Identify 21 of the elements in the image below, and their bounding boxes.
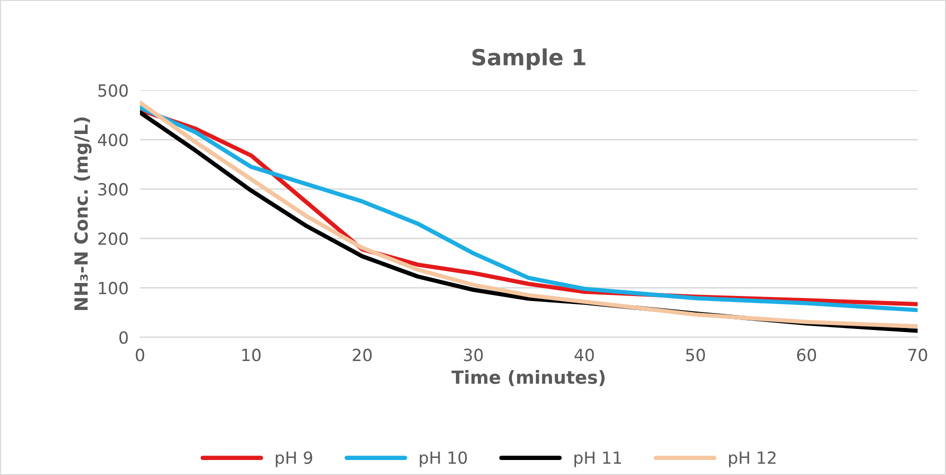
x-tick-label: 50: [686, 348, 705, 362]
y-tick-label: 300: [98, 183, 128, 196]
x-tick-label: 30: [464, 348, 483, 362]
x-axis-title: Time (minutes): [452, 370, 605, 386]
legend-label: pH 11: [574, 452, 622, 468]
y-tick-label: 400: [98, 134, 128, 146]
y-tick-label: 0: [119, 331, 128, 344]
x-tick-label: 60: [797, 348, 816, 362]
x-tick-label: 0: [136, 348, 144, 362]
x-tick-label: 20: [352, 348, 372, 362]
y-axis-title: NH₃-N Conc. (mg/L): [74, 117, 92, 310]
legend-label: pH 10: [420, 451, 467, 468]
legend-label: pH 12: [729, 451, 776, 468]
legend-label: pH 9: [276, 451, 312, 468]
x-tick-label: 10: [242, 348, 261, 362]
y-tick-label: 200: [98, 232, 128, 246]
x-tick-label: 40: [574, 348, 594, 362]
x-tick-label: 70: [908, 348, 928, 362]
y-tick-label: 500: [98, 84, 128, 97]
chart-title: Sample 1: [472, 48, 586, 70]
y-tick-label: 100: [98, 282, 128, 294]
